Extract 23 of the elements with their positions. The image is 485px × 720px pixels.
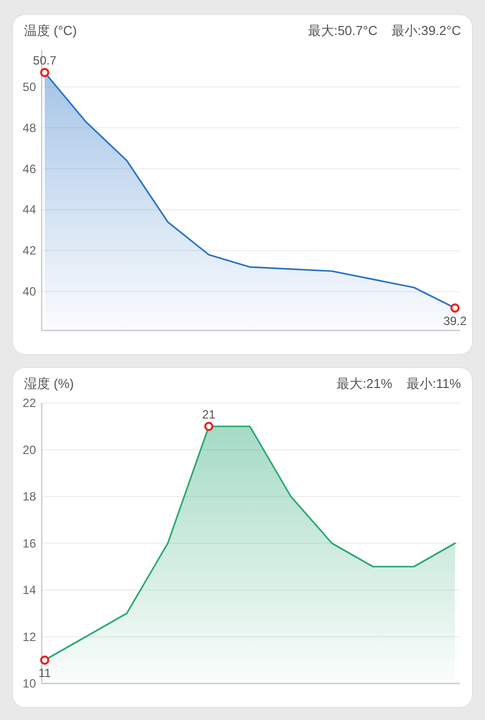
- ytick: 48: [22, 120, 36, 135]
- ytick: 44: [22, 202, 36, 217]
- ytick: 46: [22, 162, 36, 176]
- annotation: 最大:50.7°C: [308, 23, 378, 38]
- value-label: 39.2: [443, 314, 467, 328]
- ytick: 16: [22, 536, 36, 550]
- annotation: 最小:39.2°C: [391, 23, 461, 38]
- ytick: 12: [22, 630, 36, 644]
- title: 湿度 (%): [24, 376, 74, 391]
- ytick: 42: [22, 244, 36, 258]
- ytick: 22: [22, 396, 36, 410]
- annotation: 最大:21%: [336, 376, 392, 391]
- ytick: 50: [22, 80, 36, 94]
- value-label: 11: [38, 666, 51, 680]
- annotation: 最小:11%: [406, 376, 461, 391]
- ytick: 14: [22, 583, 36, 597]
- ytick: 40: [22, 284, 36, 299]
- value-label: 21: [202, 407, 216, 422]
- ytick: 20: [22, 442, 36, 457]
- value-label: 50.7: [33, 54, 56, 68]
- title: 温度 (°C): [24, 23, 77, 38]
- ytick: 18: [22, 490, 36, 504]
- ytick: 10: [22, 676, 36, 690]
